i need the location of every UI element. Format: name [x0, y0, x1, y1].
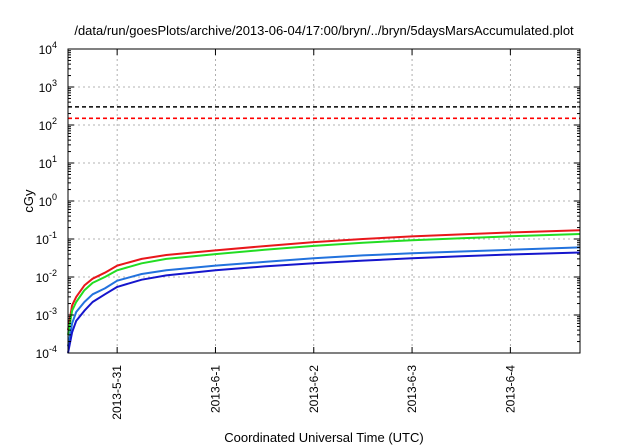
y-tick-base: 10	[39, 81, 53, 95]
y-tick-base: 10	[39, 43, 53, 57]
y-tick-base: 10	[39, 119, 53, 133]
y-axis-label: cGy	[21, 189, 36, 213]
y-tick-base: 10	[36, 233, 50, 247]
y-tick-label: 10-1	[36, 230, 57, 247]
chart-title: /data/run/goesPlots/archive/2013-06-04/1…	[74, 23, 574, 38]
x-tick-label: 2013-6-4	[503, 365, 517, 413]
y-tick-exponent: 2	[52, 116, 57, 126]
reference-lines	[68, 106, 580, 120]
y-tick-base: 10	[36, 309, 50, 323]
y-tick-base: 10	[36, 347, 50, 361]
x-axis-label: Coordinated Universal Time (UTC)	[224, 430, 423, 445]
y-tick-exponent: 0	[52, 192, 57, 202]
y-tick-exponent: -1	[49, 230, 57, 240]
y-tick-exponent: 1	[52, 154, 57, 164]
series-layer	[67, 229, 581, 354]
tick-layer: 10-410-310-210-11001011021031042013-5-31…	[36, 40, 580, 420]
y-tick-label: 101	[39, 154, 57, 171]
series-line	[67, 233, 581, 336]
grid-layer	[68, 48, 580, 354]
series-line	[67, 251, 581, 354]
y-tick-label: 10-4	[36, 344, 57, 361]
y-tick-exponent: -2	[49, 268, 57, 278]
y-tick-exponent: 3	[52, 78, 57, 88]
x-tick-label: 2013-6-2	[307, 365, 321, 413]
y-tick-label: 10-3	[36, 306, 57, 323]
x-tick-label: 2013-6-1	[208, 365, 222, 413]
series-line	[67, 246, 581, 347]
y-tick-label: 100	[39, 192, 57, 209]
series-line	[67, 229, 581, 331]
y-tick-base: 10	[39, 157, 53, 171]
y-tick-label: 104	[39, 40, 57, 57]
x-tick-label: 2013-6-3	[405, 365, 419, 413]
y-tick-base: 10	[39, 195, 53, 209]
y-tick-exponent: -4	[49, 344, 57, 354]
y-tick-label: 10-2	[36, 268, 57, 285]
x-tick-label: 2013-5-31	[110, 365, 124, 420]
y-tick-exponent: 4	[52, 40, 57, 50]
y-tick-exponent: -3	[49, 306, 57, 316]
y-tick-label: 102	[39, 116, 57, 133]
y-tick-base: 10	[36, 271, 50, 285]
y-tick-label: 103	[39, 78, 57, 95]
